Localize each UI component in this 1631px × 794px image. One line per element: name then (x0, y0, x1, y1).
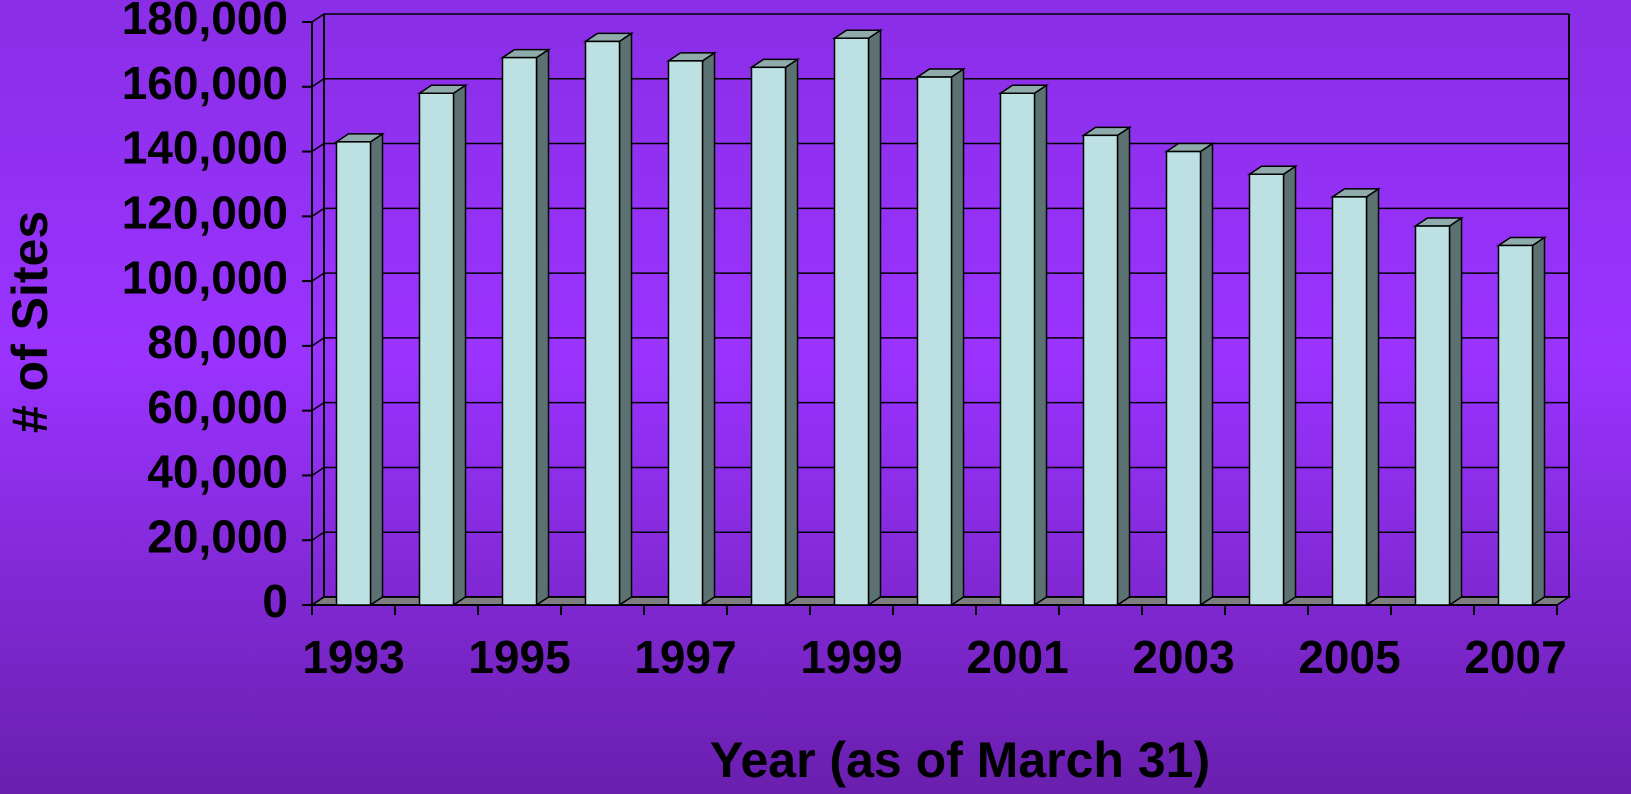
x-tick-label: 2007 (1464, 631, 1566, 683)
x-tick-label: 2005 (1298, 631, 1400, 683)
bar (501, 56, 538, 606)
y-tick-label: 120,000 (122, 186, 288, 238)
bar (833, 37, 870, 606)
x-axis-label: Year (as of March 31) (710, 732, 1210, 788)
y-tick-label: 40,000 (147, 446, 288, 498)
grid-line (311, 272, 1569, 282)
y-tick-label: 80,000 (147, 316, 288, 368)
y-tick-label: 100,000 (122, 251, 288, 303)
bar (1331, 196, 1368, 606)
bar-side (1116, 125, 1131, 607)
y-tick-label: 180,000 (122, 0, 288, 44)
bar (1248, 173, 1285, 606)
bar-side (1033, 83, 1048, 607)
bar (999, 92, 1036, 606)
grid-line (311, 337, 1569, 347)
bar-side (1531, 236, 1546, 607)
bar (916, 76, 953, 606)
y-tick-label: 160,000 (122, 57, 288, 109)
bar-side (369, 132, 384, 607)
grid-line (311, 596, 1569, 606)
bar-side (784, 57, 799, 607)
bar-side (701, 51, 716, 607)
bar-side (1282, 164, 1297, 607)
x-tick-label: 2003 (1132, 631, 1234, 683)
x-tick-label: 1993 (302, 631, 404, 683)
bar (667, 60, 704, 606)
y-tick-label: 140,000 (122, 122, 288, 174)
grid-line (311, 207, 1569, 217)
grid-line (311, 531, 1569, 541)
bar-side (618, 32, 633, 607)
grid-line (311, 142, 1569, 153)
bar-side (1199, 142, 1214, 607)
grid-line (311, 13, 1569, 23)
bar-side (1448, 216, 1463, 607)
x-tick-label: 2001 (966, 631, 1068, 683)
bar (335, 141, 372, 606)
x-tick-label: 1997 (634, 631, 736, 683)
bar-side (1365, 187, 1380, 607)
grid-line (311, 78, 1569, 88)
y-tick-label: 0 (262, 575, 288, 627)
bar (584, 40, 621, 606)
bar (1414, 225, 1451, 606)
grid-line (311, 466, 1569, 477)
bar-side (535, 48, 550, 607)
bar (1165, 150, 1202, 606)
bar-side (950, 67, 965, 607)
grid-line (311, 401, 1569, 412)
bar (1497, 244, 1534, 606)
bar-side (452, 83, 467, 607)
y-axis-label: # of Sites (2, 211, 58, 433)
bar (418, 92, 455, 606)
bar (1082, 134, 1119, 606)
y-tick-label: 20,000 (147, 510, 288, 562)
bar-side (867, 28, 882, 607)
x-tick-label: 1999 (800, 631, 902, 683)
y-tick-label: 60,000 (147, 381, 288, 433)
bar (750, 66, 787, 606)
x-tick-label: 1995 (468, 631, 570, 683)
